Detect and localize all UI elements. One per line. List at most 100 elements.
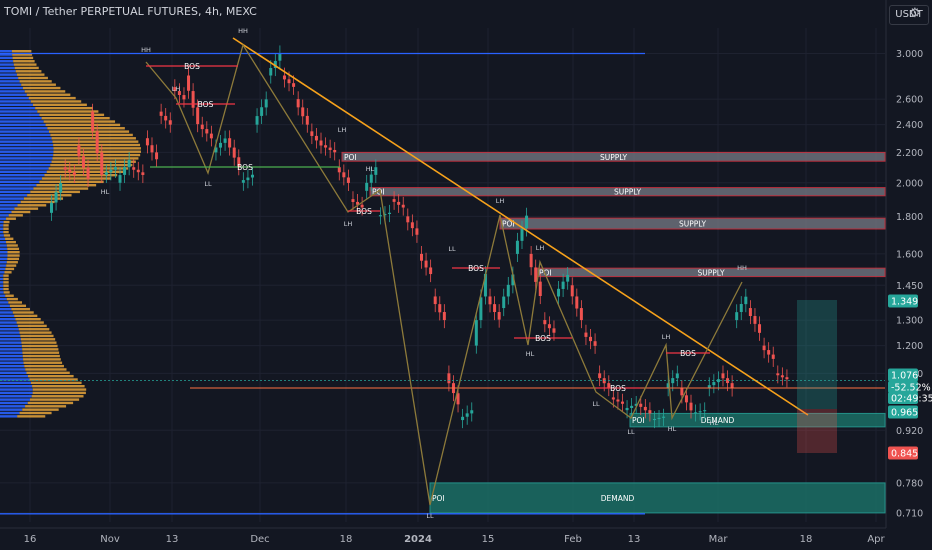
volume-bar-down	[0, 240, 7, 244]
volume-bar-down	[0, 301, 9, 304]
candle	[465, 413, 469, 417]
candle	[424, 260, 428, 268]
volume-bar-up	[22, 348, 59, 351]
candle	[164, 115, 168, 121]
volume-bar-up	[8, 214, 23, 217]
y-tick-label: 1.800	[896, 212, 923, 223]
volume-bar-down	[0, 294, 6, 297]
candle	[310, 131, 314, 136]
candle	[420, 253, 423, 261]
volume-bar-up	[14, 207, 39, 210]
volume-bar-down	[0, 395, 32, 398]
volume-bar-up	[30, 381, 82, 385]
structure-label: LH	[536, 244, 545, 252]
volume-bar-down	[0, 163, 51, 167]
trend-line	[232, 37, 809, 416]
y-axis[interactable]: 3.000 2.600 2.400 2.200 2.000 1.800 1.600 1.450…	[885, 0, 932, 550]
volume-bar-down	[0, 177, 43, 180]
candle	[479, 297, 483, 321]
structure-label: LH	[662, 333, 671, 341]
candle	[365, 182, 369, 191]
candle	[721, 373, 725, 379]
y-axis-bg	[886, 0, 932, 550]
volume-bar-down	[0, 405, 26, 408]
volume-bar-up	[6, 261, 18, 264]
volume-bar-up	[7, 251, 20, 254]
price-tag	[888, 294, 918, 308]
bos-label: BOS	[198, 100, 214, 109]
candle	[680, 388, 684, 396]
volume-bar-up	[5, 267, 15, 271]
candle	[620, 401, 624, 404]
volume-bar-down	[0, 90, 25, 93]
candle	[155, 152, 159, 160]
candle	[515, 240, 519, 254]
volume-bar-down	[0, 173, 45, 177]
volume-bar-up	[25, 405, 67, 408]
candle	[159, 111, 163, 116]
candle	[694, 412, 698, 414]
y-tick-label: 3.000	[896, 49, 923, 60]
gear-icon[interactable]: ⚙	[909, 6, 921, 21]
candle	[698, 411, 702, 413]
candle	[246, 177, 250, 181]
price-tag	[888, 392, 918, 404]
volume-bar-down	[0, 140, 53, 143]
x-tick-label: 18	[340, 534, 353, 545]
volume-bar-down	[0, 63, 14, 66]
volume-bar-up	[47, 127, 125, 130]
candle	[342, 172, 346, 178]
volume-bar-up	[32, 103, 87, 106]
candle	[59, 183, 63, 193]
volume-bar-up	[6, 240, 16, 244]
candle	[758, 324, 762, 333]
bos-label: BOS	[535, 334, 551, 343]
candle	[337, 167, 341, 173]
volume-bar-up	[43, 120, 116, 123]
currency-button[interactable]: USDT	[889, 5, 929, 25]
candle	[657, 417, 661, 419]
candle	[324, 145, 328, 148]
candle	[730, 383, 734, 389]
volume-bar-up	[48, 130, 130, 133]
volume-bar-up	[23, 197, 64, 200]
candle	[520, 228, 524, 241]
candle	[219, 142, 223, 148]
volume-bar-up	[39, 113, 105, 117]
supply-zone	[369, 187, 886, 197]
volume-profile	[0, 50, 141, 418]
volume-bar-up	[52, 157, 139, 160]
candle	[100, 152, 104, 175]
candle	[141, 172, 145, 175]
candle	[771, 354, 775, 359]
volume-bar-up	[7, 254, 20, 257]
x-axis[interactable]: 16 Nov 13 Dec 18 2024 15 Feb 13 Mar 18 Apr	[0, 527, 886, 545]
x-tick-label: Apr	[867, 534, 885, 545]
zone-label: SUPPLY	[697, 268, 724, 277]
candle	[625, 407, 629, 411]
candle	[634, 403, 638, 406]
volume-bar-up	[4, 271, 12, 274]
structure-label: LL	[448, 245, 456, 253]
volume-bar-up	[30, 100, 82, 103]
candle	[689, 402, 693, 411]
volume-bar-up	[26, 93, 71, 96]
x-tick-label: 15	[482, 534, 495, 545]
candle	[429, 267, 433, 275]
supply-zone	[341, 151, 886, 162]
candle	[173, 87, 177, 92]
volume-bar-up	[32, 391, 86, 395]
volume-bar-up	[9, 304, 27, 307]
structure-label: LL	[204, 180, 212, 188]
volume-bar-down	[0, 415, 18, 418]
candle	[383, 214, 387, 216]
volume-bar-up	[50, 163, 133, 167]
volume-bar-down	[0, 341, 22, 344]
candle	[86, 167, 90, 179]
candle	[575, 296, 579, 309]
volume-bar-down	[0, 328, 19, 331]
volume-bar-down	[0, 274, 4, 277]
volume-bar-up	[3, 220, 10, 224]
volume-bar-down	[0, 184, 37, 187]
